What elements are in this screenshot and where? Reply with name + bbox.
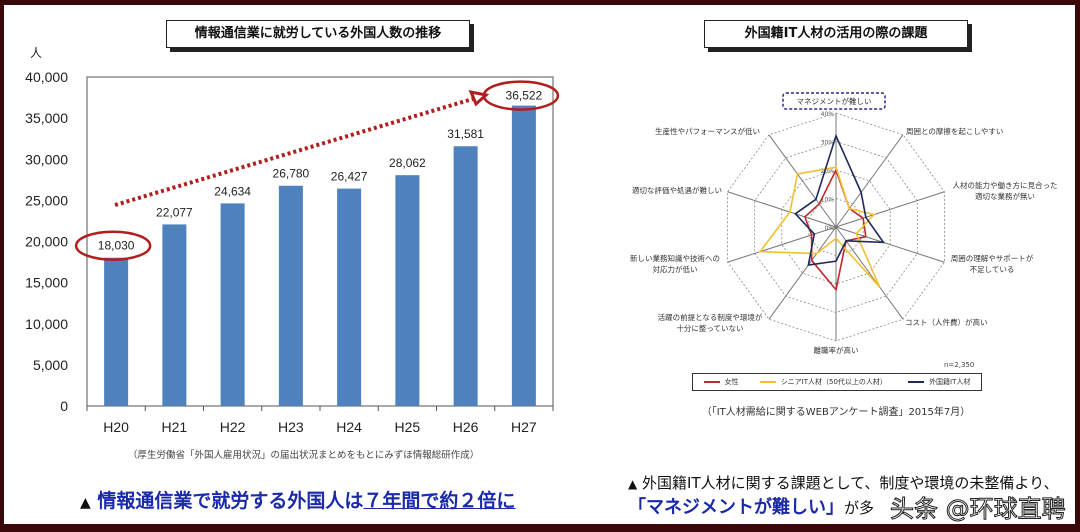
legend-label: 外国籍IT人材 <box>929 378 971 386</box>
highlight-label-box <box>782 92 886 110</box>
x-tick-label: H27 <box>511 419 537 435</box>
watermark: 头条 @环球直聘 <box>890 495 1067 523</box>
arrow-head-icon <box>468 89 490 107</box>
x-tick-label: H22 <box>220 419 246 435</box>
radar-legend: 女性 シニアIT人材（50代以上の人材） 外国籍IT人材 <box>692 373 982 391</box>
bar <box>453 146 478 406</box>
bar <box>220 203 245 406</box>
y-tick-label: 30,000 <box>25 151 68 167</box>
radar-tick-label: 30% <box>821 140 835 147</box>
x-tick-label: H21 <box>162 419 188 435</box>
data-label: 26,427 <box>331 170 368 184</box>
radar-axis-line <box>768 134 837 228</box>
legend-label: 女性 <box>724 378 739 386</box>
legend-label: シニアIT人材（50代以上の人材） <box>780 378 887 386</box>
x-tick-label: H23 <box>278 419 304 435</box>
y-tick-label: 25,000 <box>25 192 68 208</box>
y-tick-label: 35,000 <box>25 110 68 126</box>
left-caption-underlined: ７年間で約２倍に <box>363 490 516 512</box>
radar-axis-label: 周囲との摩擦を起こしやすい <box>906 127 1004 136</box>
right-caption-text: 外国籍IT人材に関する課題として、制度や環境の未整備より、 <box>642 474 1059 492</box>
y-tick-label: 10,000 <box>25 316 68 332</box>
radar-tick-label: 40% <box>821 111 835 118</box>
x-tick-label: H24 <box>336 419 362 435</box>
radar-axis-label: 新しい業務知識や技術への 対応力が低い <box>630 254 720 274</box>
data-label: 36,522 <box>506 89 543 103</box>
y-tick-label: 20,000 <box>25 234 68 250</box>
x-tick-label: H25 <box>395 419 421 435</box>
radar-axis-label: コスト（人件費）が高い <box>905 318 988 327</box>
triangle-marker-icon: ▲ <box>628 477 638 491</box>
legend-item: シニアIT人材（50代以上の人材） <box>759 377 887 387</box>
y-tick-label: 15,000 <box>25 275 68 291</box>
legend-item: 外国籍IT人材 <box>908 377 970 387</box>
bar-chart-title: 情報通信業に就労している外国人数の推移 <box>166 20 470 48</box>
bar-source-note: （厚生労働省「外国人雇用状況」の届出状況まとめをもとにみずほ情報総研作成） <box>128 450 480 461</box>
radar-tick-label: 20% <box>821 168 835 175</box>
radar-axis-line <box>727 191 837 228</box>
data-label: 18,030 <box>98 239 135 253</box>
x-tick-label: H26 <box>453 419 479 435</box>
y-tick-label: 40,000 <box>25 69 68 85</box>
x-tick-label: H20 <box>103 419 129 435</box>
data-label: 24,634 <box>214 184 251 198</box>
legend-item: 女性 <box>703 377 739 387</box>
bar <box>162 224 187 406</box>
radar-axis-line <box>835 226 904 320</box>
right-caption-rest: が多 <box>844 499 875 517</box>
radar-chart-title: 外国籍IT人材の活用の際の課題 <box>704 20 968 48</box>
radar-source-note: （「IT人材需給に関するWEBアンケート調査」2015年7月） <box>701 407 971 418</box>
growth-arrow-line <box>114 96 477 207</box>
radar-axis-line <box>835 191 945 228</box>
right-caption-line1: ▲ 外国籍IT人材に関する課題として、制度や環境の未整備より、 <box>628 474 1059 493</box>
radar-axis-label: 適切な評価や処遇が難しい <box>632 186 722 195</box>
left-caption-main: 情報通信業で就労する外国人は <box>97 490 364 512</box>
radar-tick-label: 0% <box>824 225 834 232</box>
radar-series-line <box>803 167 867 292</box>
y-axis-unit: 人 <box>30 46 43 60</box>
radar-axis-line <box>768 226 837 320</box>
y-tick-label: 5,000 <box>33 357 68 373</box>
y-tick-label: 0 <box>60 398 68 414</box>
radar-n-note: n=2,350 <box>944 361 975 369</box>
radar-axis-label: 離職率が高い <box>813 346 859 355</box>
radar-axis-label: マネジメントが難しい <box>796 97 872 106</box>
radar-axis-label: 生産性やパフォーマンスが低い <box>655 127 760 136</box>
bar <box>104 257 129 406</box>
bar <box>337 188 362 406</box>
radar-series-line <box>758 166 881 288</box>
data-label: 22,077 <box>156 205 193 219</box>
radar-axis-label: 活躍の前提となる制度や環境が 十分に整っていない <box>657 313 763 333</box>
left-caption: ▲ 情報通信業で就労する外国人は７年間で約２倍に <box>80 486 515 513</box>
radar-axis-label: 周囲の理解やサポートが 不足している <box>950 254 1034 274</box>
legend-swatch <box>759 381 776 383</box>
bar <box>395 175 420 406</box>
radar-axis-line <box>727 226 837 263</box>
radar-axis-line <box>835 226 945 263</box>
right-caption-highlight: 「マネジメントが難しい」 <box>628 497 844 518</box>
radar-axis-label: 人材の能力や働き方に見合った 適切な業務が無い <box>952 181 1058 201</box>
data-label: 26,780 <box>273 167 310 181</box>
radar-axis-line <box>835 134 904 228</box>
data-label: 28,062 <box>389 156 426 170</box>
legend-swatch <box>703 381 720 383</box>
bar <box>278 185 303 406</box>
bar <box>511 105 536 406</box>
radar-tick-label: 10% <box>821 197 835 204</box>
right-caption-line2: 「マネジメントが難しい」が多 <box>628 496 874 520</box>
highlight-ellipse <box>74 230 152 261</box>
triangle-marker-icon: ▲ <box>80 495 91 511</box>
data-label: 31,581 <box>447 127 484 141</box>
legend-swatch <box>908 381 925 383</box>
radar-series-line <box>794 133 886 266</box>
